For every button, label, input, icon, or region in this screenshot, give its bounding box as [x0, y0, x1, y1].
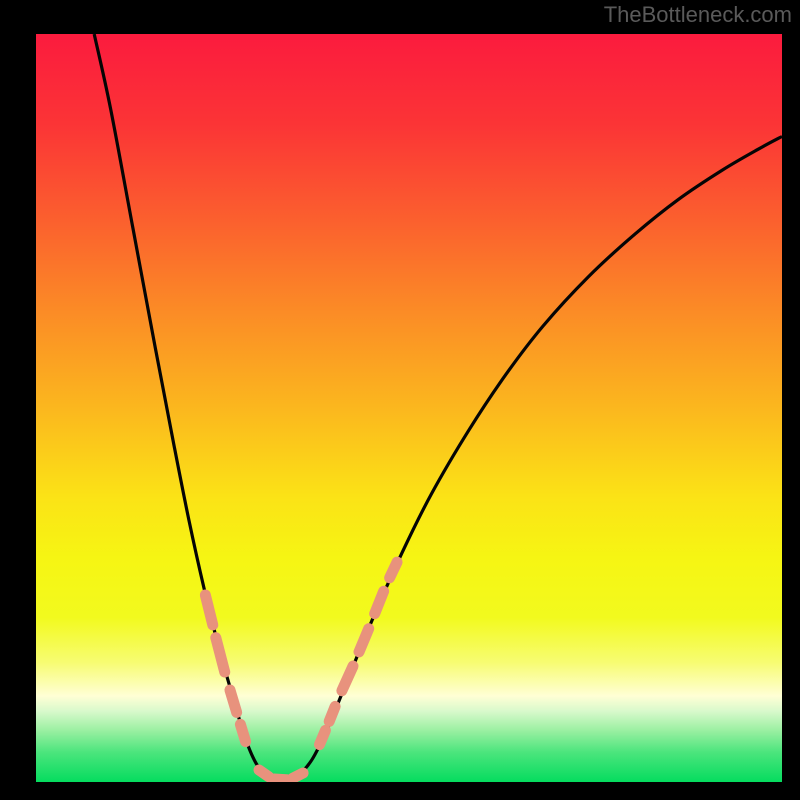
highlight-segment: [329, 706, 335, 721]
chart-svg: [36, 34, 782, 782]
highlight-segment: [230, 690, 237, 712]
plot-area: [36, 34, 782, 782]
bottleneck-curve: [94, 34, 782, 781]
highlight-segment: [319, 730, 325, 744]
highlight-segment: [359, 629, 369, 652]
highlight-segment: [293, 773, 303, 778]
highlight-segment: [259, 770, 269, 777]
highlight-segment: [205, 595, 212, 625]
watermark-text: TheBottleneck.com: [604, 2, 792, 28]
highlight-segment: [390, 562, 397, 578]
highlight-segment: [342, 666, 353, 691]
highlight-segment: [216, 638, 225, 672]
highlight-segment: [274, 779, 287, 780]
highlight-segment: [240, 724, 245, 741]
outer-frame: TheBottleneck.com: [0, 0, 800, 800]
highlight-segment: [375, 591, 384, 613]
